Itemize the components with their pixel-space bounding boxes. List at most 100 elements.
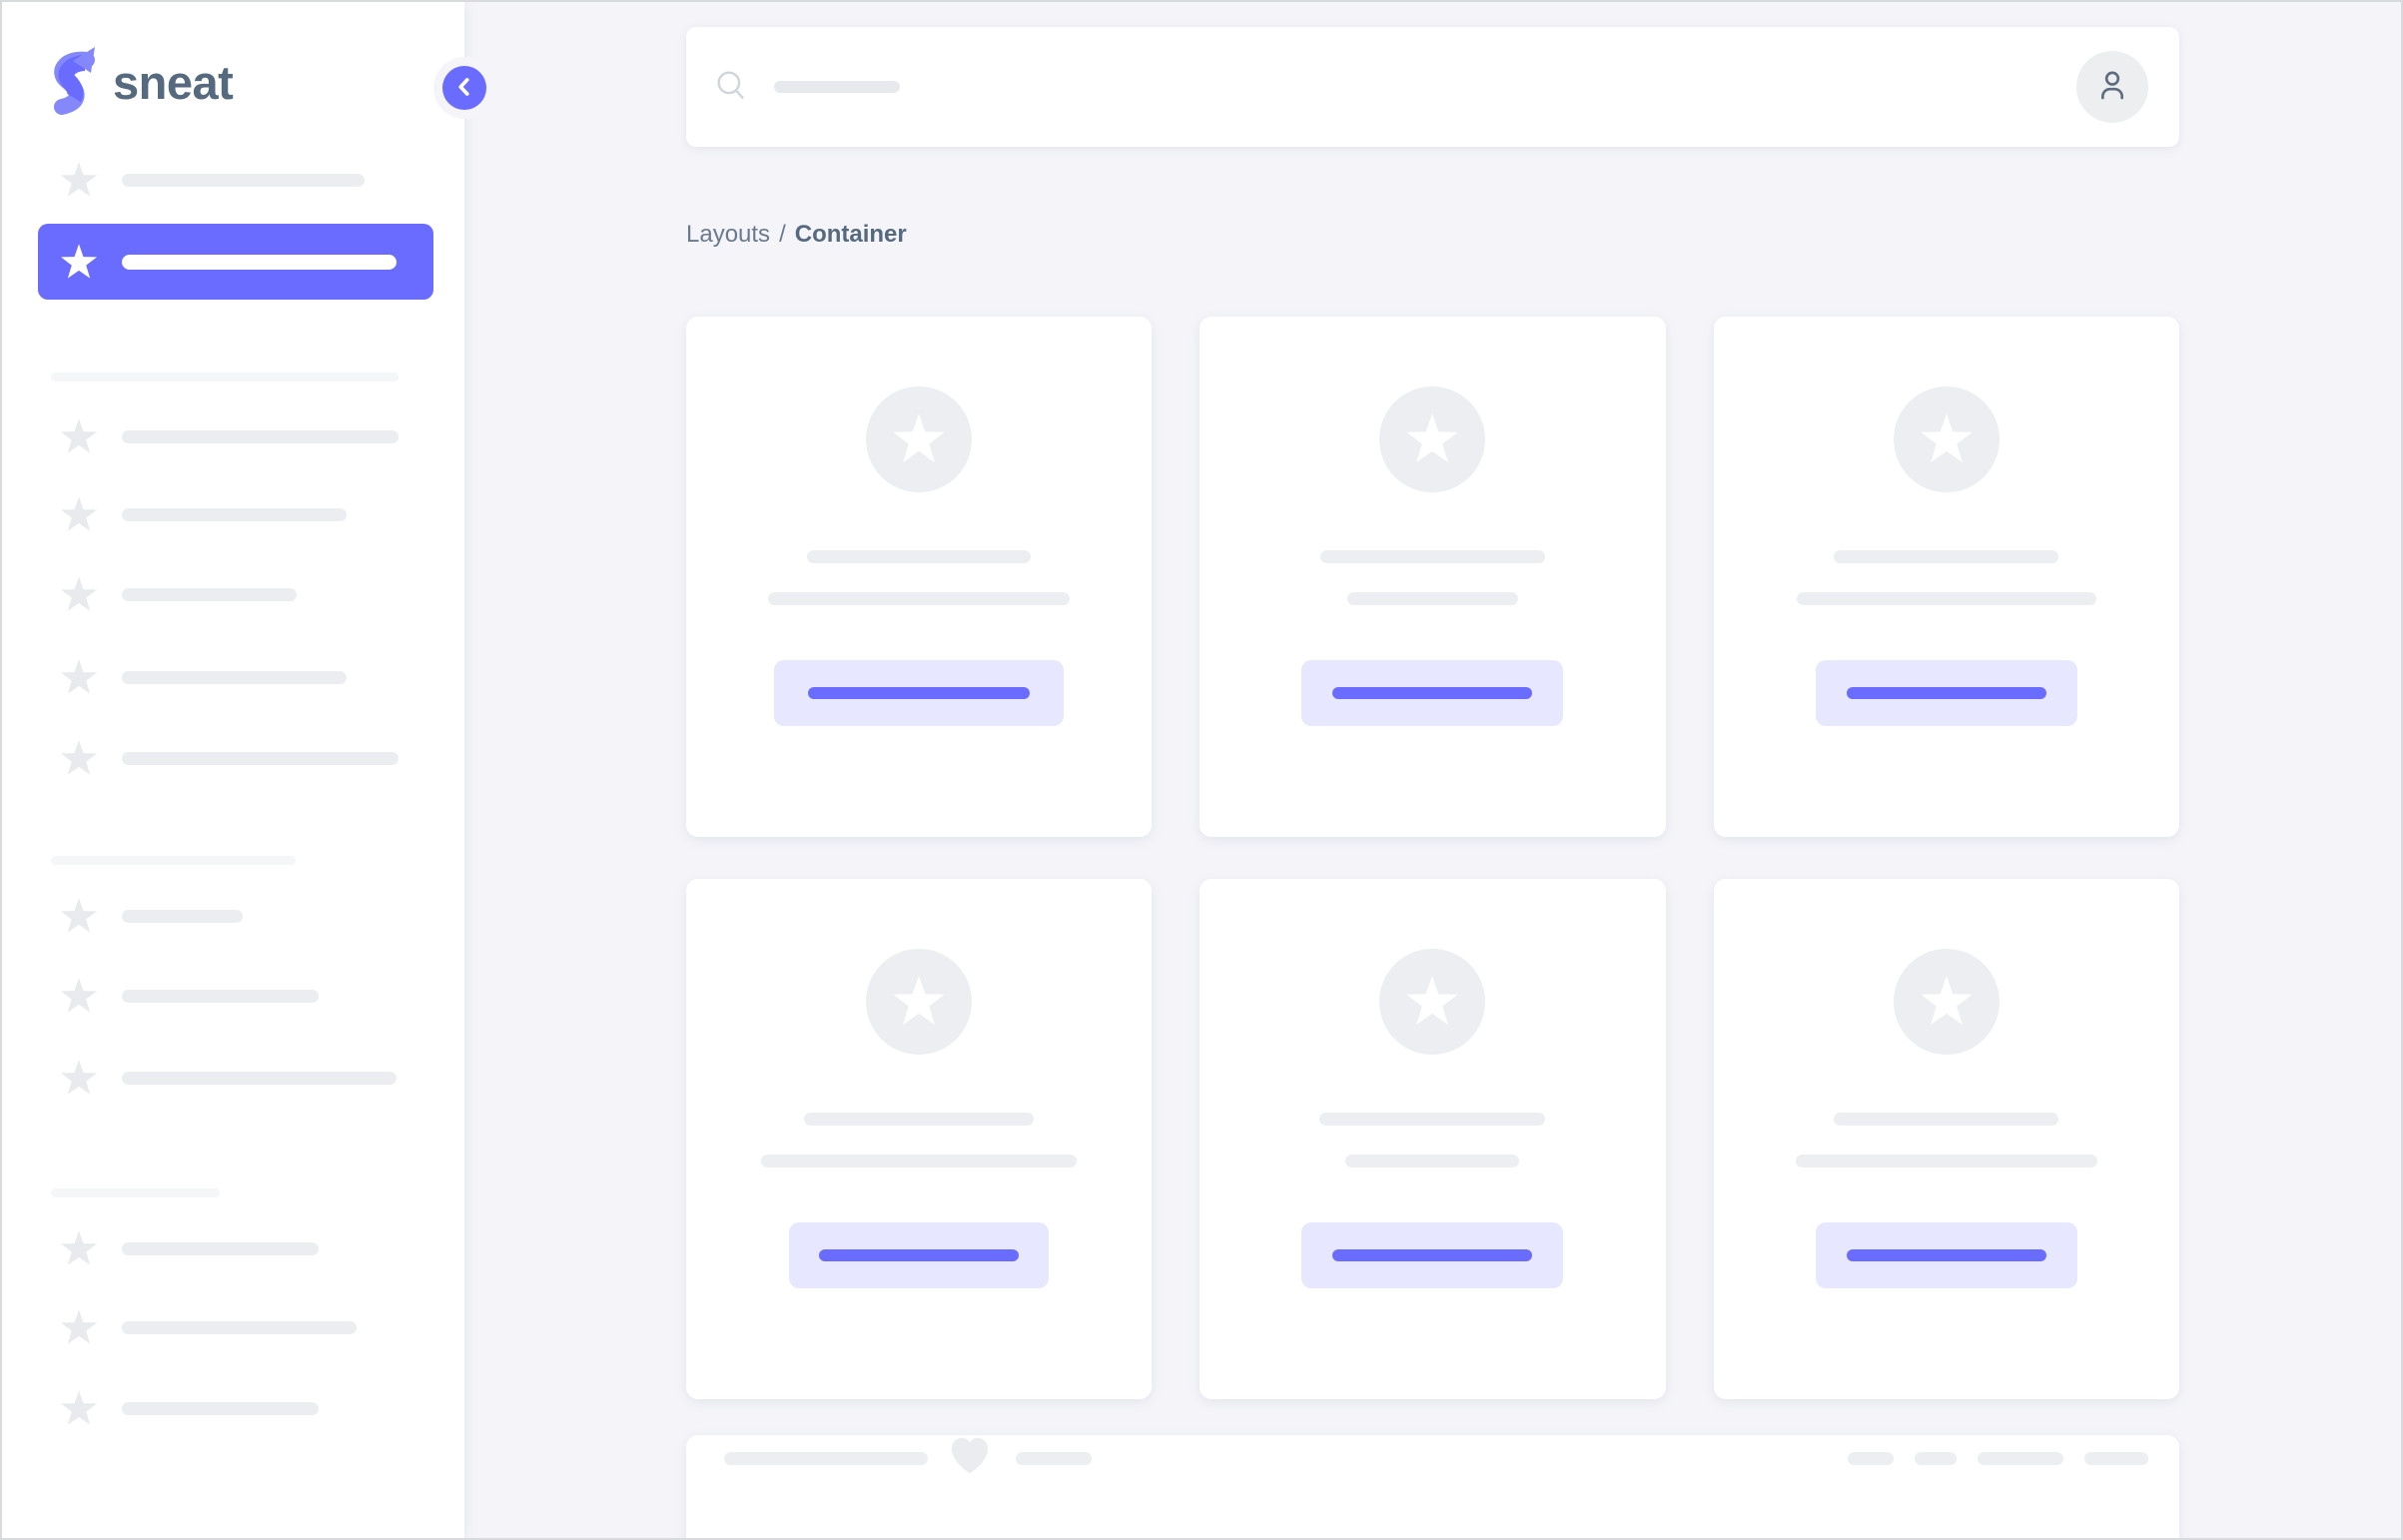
person-icon	[2092, 65, 2132, 110]
sneat-logo-icon	[47, 44, 97, 121]
text-line-skeleton	[1834, 1113, 2059, 1126]
dash-skeleton	[1978, 1451, 2063, 1465]
button-skeleton[interactable]	[1301, 1222, 1564, 1288]
button-label-skeleton	[1332, 1249, 1533, 1261]
button-label-skeleton	[1332, 687, 1533, 699]
star-icon	[60, 575, 98, 611]
avatar-circle	[1379, 386, 1486, 492]
placeholder-card	[686, 879, 1153, 1399]
chevron-left-icon	[451, 74, 477, 103]
placeholder-card	[1200, 879, 1666, 1399]
star-icon	[60, 243, 98, 279]
text-line-skeleton	[1345, 1155, 1520, 1167]
sidebar-item[interactable]	[2, 896, 464, 936]
placeholder-card	[686, 317, 1153, 837]
text-line-skeleton	[1795, 1155, 2097, 1167]
dash-skeleton	[2084, 1451, 2148, 1465]
button-skeleton[interactable]	[774, 660, 1065, 726]
menu-label-skeleton	[122, 254, 397, 270]
star-icon	[893, 976, 945, 1025]
sidebar-item[interactable]	[2, 976, 464, 1016]
menu-label-skeleton	[122, 429, 399, 443]
placeholder-card	[1713, 879, 2179, 1399]
heart-icon[interactable]	[949, 1437, 991, 1480]
menu-label-skeleton	[122, 751, 399, 765]
avatar-circle	[1893, 386, 2000, 492]
sidebar-item[interactable]	[2, 1058, 464, 1098]
star-icon	[893, 413, 945, 462]
button-label-skeleton	[808, 687, 1031, 699]
text-line-skeleton	[1346, 592, 1518, 605]
star-icon	[60, 417, 98, 453]
sidebar-heading-skeleton	[51, 373, 399, 382]
sidebar-heading-skeleton	[51, 1188, 220, 1197]
button-label-skeleton	[819, 1249, 1020, 1261]
star-icon	[1406, 976, 1459, 1025]
text-line-skeleton	[804, 1113, 1035, 1126]
star-icon	[60, 161, 98, 197]
menu-label-skeleton	[122, 1241, 319, 1255]
bottom-card-row	[686, 1435, 2179, 1481]
sidebar-collapse-button[interactable]	[442, 66, 486, 110]
sidebar-item[interactable]	[2, 1307, 464, 1347]
button-skeleton[interactable]	[1815, 1222, 2077, 1288]
sidebar-item[interactable]	[2, 1228, 464, 1268]
menu-label-skeleton	[122, 587, 297, 601]
star-icon	[60, 658, 98, 694]
brand[interactable]: sneat	[47, 44, 234, 121]
button-label-skeleton	[1846, 687, 2046, 699]
search-placeholder-skeleton	[774, 81, 900, 93]
text-line-skeleton	[768, 592, 1071, 605]
menu-label-skeleton	[122, 173, 365, 187]
button-skeleton[interactable]	[1815, 660, 2077, 726]
sidebar-item[interactable]	[2, 657, 464, 697]
search-bar[interactable]	[686, 27, 2179, 147]
text-line-skeleton	[1319, 1113, 1546, 1126]
button-skeleton[interactable]	[789, 1222, 1050, 1288]
sidebar-item[interactable]	[2, 494, 464, 534]
avatar-circle	[866, 386, 973, 492]
dash-skeleton	[1915, 1451, 1957, 1465]
sidebar-item[interactable]	[2, 1388, 464, 1428]
star-icon	[60, 1229, 98, 1265]
sidebar-heading-skeleton	[51, 856, 296, 865]
bottom-card	[686, 1435, 2179, 1538]
menu-label-skeleton	[122, 507, 347, 521]
breadcrumb-current: Container	[794, 221, 907, 248]
sidebar-item[interactable]	[2, 416, 464, 456]
star-icon	[60, 1308, 98, 1344]
sidebar-item[interactable]	[2, 160, 464, 200]
placeholder-card	[1200, 317, 1666, 837]
user-avatar-button[interactable]	[2076, 51, 2148, 123]
text-line-skeleton	[761, 1155, 1078, 1167]
text-line-skeleton	[807, 550, 1032, 563]
main-area: Layouts / Container	[464, 2, 2401, 1538]
sidebar-item-active[interactable]	[38, 224, 433, 300]
menu-label-skeleton	[122, 1401, 319, 1415]
breadcrumb: Layouts / Container	[686, 220, 2179, 250]
sidebar-item[interactable]	[2, 738, 464, 778]
card-grid	[686, 317, 2179, 1399]
star-icon	[60, 495, 98, 531]
pagination-skeleton	[1848, 1451, 2148, 1465]
menu-label-skeleton	[122, 1071, 397, 1085]
star-icon	[1921, 413, 1973, 462]
menu-label-skeleton	[122, 1320, 357, 1334]
dash-skeleton	[1848, 1451, 1894, 1465]
sidebar-item[interactable]	[2, 574, 464, 614]
text-line-skeleton	[1834, 550, 2059, 563]
star-icon	[60, 897, 98, 933]
button-skeleton[interactable]	[1301, 660, 1564, 726]
text-line-skeleton	[1796, 592, 2096, 605]
brand-name: sneat	[113, 56, 234, 109]
star-icon	[60, 739, 98, 775]
menu-label-skeleton	[122, 670, 347, 684]
avatar-circle	[1379, 949, 1486, 1055]
avatar-circle	[866, 949, 973, 1055]
avatar-circle	[1893, 949, 2000, 1055]
text-line-skeleton	[1319, 550, 1545, 563]
container: Layouts / Container	[686, 2, 2179, 1538]
sidebar-menu	[2, 2, 464, 1538]
breadcrumb-parent[interactable]: Layouts	[686, 221, 771, 248]
